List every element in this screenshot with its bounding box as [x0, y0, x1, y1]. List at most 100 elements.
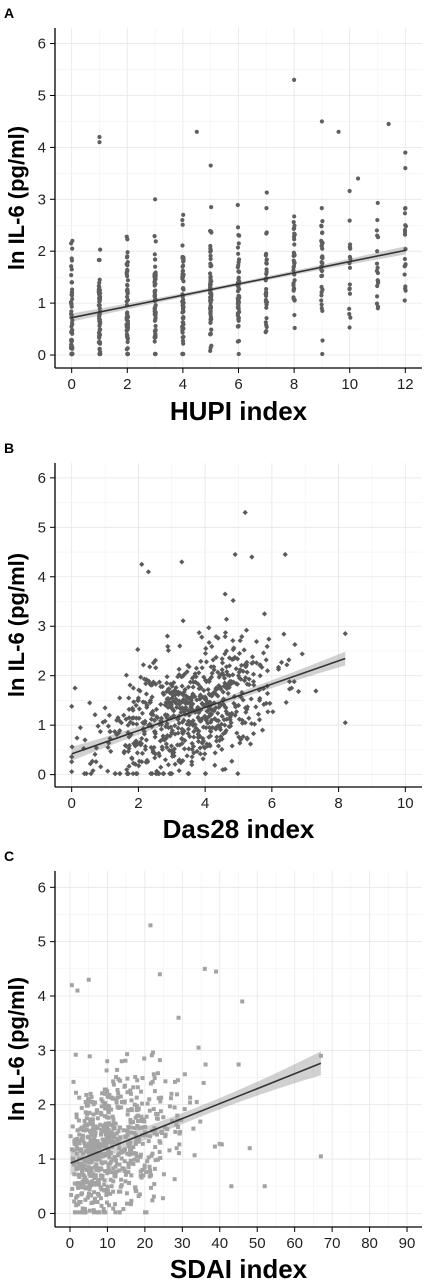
data-point	[250, 671, 257, 677]
data-point	[161, 691, 167, 698]
data-point	[88, 1138, 93, 1143]
data-point	[222, 729, 228, 736]
data-point	[147, 1097, 152, 1102]
data-point	[240, 668, 246, 674]
data-point	[152, 755, 158, 761]
data-point	[246, 715, 252, 721]
data-point	[69, 258, 75, 263]
data-point	[125, 1151, 130, 1156]
data-point	[97, 347, 102, 352]
data-point	[125, 321, 131, 326]
data-point	[104, 1105, 109, 1110]
data-point	[149, 1153, 154, 1158]
data-point	[189, 759, 195, 765]
data-point	[105, 768, 111, 774]
data-point	[89, 1201, 94, 1206]
data-point	[204, 708, 210, 714]
data-point	[77, 1138, 82, 1143]
data-point	[80, 1206, 85, 1211]
data-point	[319, 298, 324, 303]
data-point	[156, 721, 163, 727]
data-point	[74, 1195, 79, 1200]
data-point	[136, 1107, 141, 1112]
data-point	[141, 731, 148, 737]
data-point	[278, 659, 285, 665]
x-tick-label: 6	[234, 376, 242, 393]
data-point	[128, 1117, 133, 1122]
data-point	[403, 224, 409, 229]
data-point	[236, 734, 242, 740]
data-point	[208, 719, 214, 725]
data-point	[226, 655, 233, 661]
data-point	[94, 1110, 99, 1115]
data-point	[192, 679, 199, 685]
data-point	[158, 1109, 163, 1114]
data-point	[167, 733, 173, 739]
data-point	[187, 679, 194, 685]
data-point	[109, 1170, 114, 1175]
data-point	[286, 686, 293, 692]
data-point	[147, 1164, 152, 1169]
x-tick-label: 6	[268, 795, 276, 812]
data-point	[126, 1161, 131, 1166]
data-point	[91, 1102, 96, 1107]
data-point	[77, 725, 83, 731]
data-point	[347, 282, 352, 287]
data-point	[226, 663, 233, 669]
data-point	[169, 691, 176, 698]
data-point	[236, 233, 241, 238]
data-point	[402, 298, 407, 303]
data-point	[263, 330, 268, 335]
y-tick-label: 3	[38, 618, 46, 635]
data-point	[141, 1117, 146, 1122]
data-point	[133, 702, 139, 708]
data-point	[110, 1157, 115, 1162]
data-point	[126, 695, 132, 701]
data-point	[111, 1166, 116, 1171]
data-point	[164, 744, 170, 751]
data-point	[152, 657, 159, 663]
data-point	[147, 697, 154, 704]
data-point	[90, 1179, 95, 1184]
data-point	[212, 716, 218, 722]
data-point	[97, 298, 102, 304]
y-tick-label: 3	[38, 1042, 46, 1059]
data-point	[208, 317, 213, 322]
data-point	[260, 685, 267, 692]
data-point	[217, 727, 224, 733]
data-point	[172, 1105, 177, 1110]
data-point	[208, 291, 213, 296]
data-point	[103, 1169, 108, 1174]
data-point	[128, 1125, 133, 1130]
data-point	[264, 286, 269, 292]
data-point	[154, 714, 160, 720]
data-point	[110, 1114, 115, 1119]
data-point	[79, 1185, 84, 1190]
data-point	[374, 301, 380, 306]
data-point	[215, 718, 222, 724]
data-point	[87, 1208, 92, 1213]
data-point	[175, 689, 181, 695]
data-point	[319, 260, 324, 265]
data-point	[91, 1112, 96, 1117]
data-point	[87, 1099, 92, 1104]
data-point	[222, 722, 228, 728]
data-point	[117, 1162, 122, 1167]
data-point	[228, 712, 234, 718]
data-point	[118, 1135, 123, 1140]
data-point	[320, 338, 325, 343]
data-point	[161, 1172, 166, 1177]
data-point	[131, 1145, 136, 1150]
data-point	[115, 1067, 120, 1072]
data-point	[215, 693, 221, 699]
y-tick-label: 1	[38, 295, 46, 312]
data-point	[97, 1146, 102, 1151]
data-point	[102, 1178, 107, 1183]
regression-line	[71, 657, 346, 755]
data-point	[291, 286, 296, 292]
data-point	[163, 1079, 168, 1084]
data-point	[221, 675, 228, 681]
data-point	[86, 1103, 91, 1108]
data-point	[196, 696, 203, 702]
data-point	[319, 302, 324, 307]
